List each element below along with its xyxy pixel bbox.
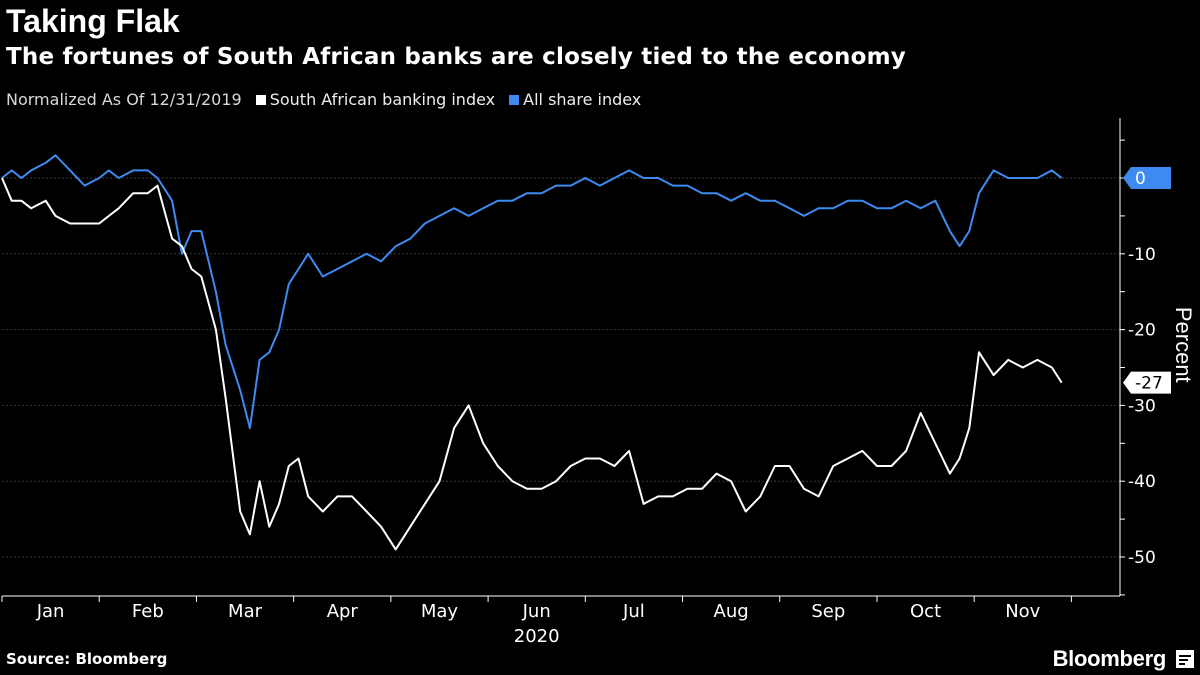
allshare-series-line	[1, 154, 1063, 430]
x-tick-label: Sep	[811, 601, 845, 622]
allshare-last-value-callout	[1123, 167, 1171, 189]
banking-last-value-label: -27	[1135, 374, 1163, 394]
y-tick-label: -20	[1128, 321, 1156, 341]
x-tick-label: Aug	[714, 601, 749, 622]
brand-logo-text: Bloomberg	[1052, 646, 1167, 671]
source-note: Source: Bloomberg	[6, 650, 168, 668]
legend-label-banking: South African banking index	[269, 90, 496, 109]
legend: Normalized As Of 12/31/2019 South Africa…	[6, 90, 641, 109]
x-axis-year-label: 2020	[514, 626, 560, 647]
banking-series-line	[1, 177, 1063, 551]
chart-subtitle: The fortunes of South African banks are …	[6, 44, 906, 70]
bloomberg-terminal-icon	[1176, 650, 1194, 668]
x-tick-label: Jul	[622, 601, 645, 622]
x-tick-label: May	[421, 601, 459, 622]
x-tick-label: Mar	[228, 601, 263, 622]
y-axis-title: Percent	[1171, 307, 1196, 383]
legend-swatch-allshare	[509, 94, 520, 105]
x-tick-label: Feb	[132, 601, 164, 622]
x-tick-label: Oct	[910, 601, 941, 622]
chart-title: Taking Flak	[6, 3, 180, 39]
y-tick-label: -50	[1128, 548, 1156, 568]
x-tick-label: Jun	[522, 601, 551, 622]
banking-last-value-callout	[1123, 371, 1171, 394]
allshare-last-value-label: 0	[1135, 169, 1146, 189]
legend-note: Normalized As Of 12/31/2019	[6, 90, 242, 109]
x-tick-label: Nov	[1005, 601, 1040, 622]
y-tick-label: -40	[1128, 472, 1156, 492]
legend-label-allshare: All share index	[523, 90, 642, 109]
legend-swatch-banking	[255, 94, 266, 105]
x-tick-label: Jan	[36, 601, 65, 622]
x-tick-label: Apr	[327, 601, 359, 622]
y-tick-label: -10	[1128, 245, 1156, 265]
y-tick-label: -30	[1128, 396, 1156, 416]
